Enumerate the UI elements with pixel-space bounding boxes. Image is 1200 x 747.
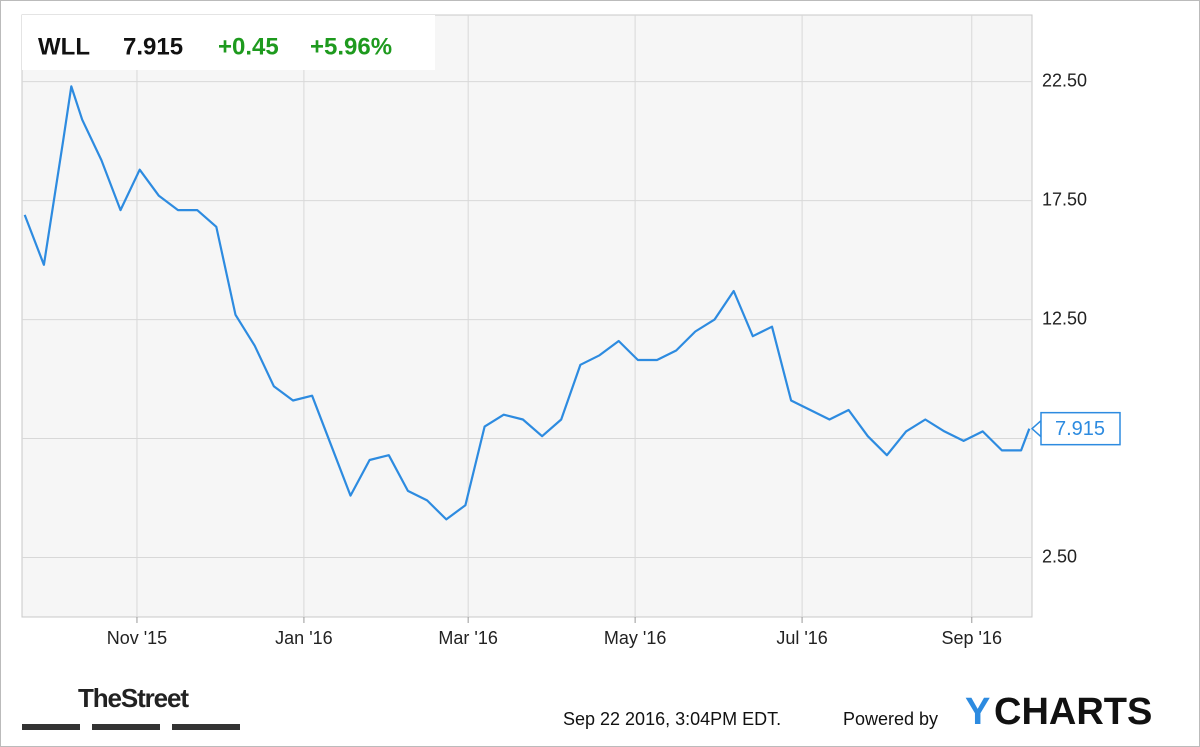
symbol: WLL bbox=[38, 33, 90, 60]
grid: Nov '15 Jan '16 Mar '16 May '16 Jul '16 Sep '… bbox=[22, 15, 1032, 648]
price-line bbox=[23, 85, 1031, 521]
y-tick-label: 22.50 bbox=[1042, 70, 1087, 90]
last-value-rect bbox=[1040, 411, 1121, 446]
y-tick-label: 12.50 bbox=[1042, 308, 1087, 328]
brand-bar bbox=[172, 724, 240, 730]
x-tick-label: Mar '16 bbox=[438, 628, 497, 648]
brand: TheStreet bbox=[78, 683, 189, 713]
powered-by: Powered by bbox=[843, 709, 938, 729]
x-tick-label: Jul '16 bbox=[776, 628, 827, 648]
change: +0.45 bbox=[218, 33, 279, 60]
change-pct: +5.96% bbox=[310, 33, 392, 60]
lines bbox=[23, 85, 1031, 521]
x-tick-label: Nov '15 bbox=[107, 628, 167, 648]
brand-bar bbox=[92, 724, 160, 730]
last-value-label: 7.915 bbox=[1055, 418, 1105, 440]
price: 7.915 bbox=[123, 33, 183, 60]
logo-mark: Y bbox=[965, 691, 990, 733]
y-tick-label: 2.50 bbox=[1042, 546, 1077, 566]
x-tick-label: May '16 bbox=[604, 628, 666, 648]
y-tick-label: 17.50 bbox=[1042, 189, 1087, 209]
last-value-box: 7.915 bbox=[1030, 411, 1121, 446]
x-tick-label: Jan '16 bbox=[275, 628, 332, 648]
header-box bbox=[22, 15, 435, 70]
brand-bar bbox=[22, 724, 80, 730]
logo-word: CHARTS bbox=[994, 691, 1152, 733]
x-tick-label: Sep '16 bbox=[942, 628, 1003, 648]
timestamp: Sep 22 2016, 3:04PM EDT. bbox=[563, 709, 781, 729]
plot-area bbox=[21, 14, 1033, 618]
